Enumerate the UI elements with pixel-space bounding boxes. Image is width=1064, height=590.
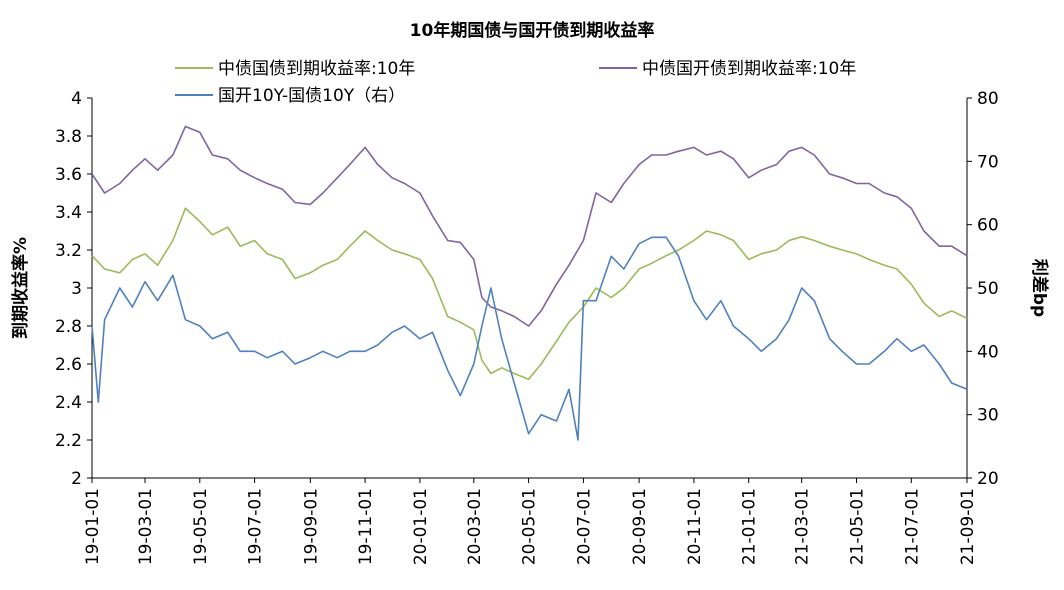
x-tick-label: 21-01-01 [740, 488, 760, 565]
right-tick-label: 60 [977, 216, 999, 236]
legend-label: 国开10Y-国债10Y（右） [218, 86, 405, 106]
x-tick-label: 20-03-01 [465, 488, 485, 565]
chart-title: 10年期国债与国开债到期收益率 [410, 20, 655, 41]
x-tick-label: 21-07-01 [902, 488, 922, 565]
x-tick-label: 19-11-01 [356, 488, 376, 565]
right-tick-label: 70 [977, 152, 999, 172]
left-y-ticks: 4 3.8 3.6 3.4 3.2 3 2.8 2.6 2.4 2.2 2 [55, 89, 92, 489]
x-tick-label: 19-01-01 [83, 488, 103, 565]
left-axis-title: 到期收益率% [10, 237, 31, 339]
series-line-3 [91, 236, 968, 441]
right-tick-label: 20 [977, 469, 999, 489]
axes [91, 98, 968, 479]
x-tick-label: 19-05-01 [191, 488, 211, 565]
left-tick-label: 2.8 [55, 317, 82, 337]
right-tick-label: 30 [977, 406, 999, 426]
left-tick-label: 3.2 [55, 241, 82, 261]
left-tick-label: 2.4 [55, 393, 82, 413]
x-tick-label: 19-07-01 [246, 488, 266, 565]
x-tick-label: 20-01-01 [411, 488, 431, 565]
left-tick-label: 3.8 [55, 127, 82, 147]
x-tick-label: 20-07-01 [574, 488, 594, 565]
left-tick-label: 3.4 [55, 203, 82, 223]
legend-label: 中债国开债到期收益率:10年 [642, 59, 856, 79]
series-line-1 [91, 207, 968, 381]
left-tick-label: 3 [71, 279, 82, 299]
right-axis-title: 利差bp [1029, 259, 1050, 317]
x-tick-label: 20-09-01 [630, 488, 650, 565]
right-y-ticks: 80 70 60 50 40 30 20 [967, 89, 999, 489]
right-tick-label: 40 [977, 342, 999, 362]
x-tick-label: 21-03-01 [793, 488, 813, 565]
right-tick-label: 50 [977, 279, 999, 299]
x-tick-label: 20-05-01 [520, 488, 540, 565]
left-tick-label: 3.6 [55, 165, 82, 185]
x-tick-label: 21-09-01 [958, 488, 978, 565]
right-tick-label: 80 [977, 89, 999, 109]
left-tick-label: 2.6 [55, 355, 82, 375]
legend-label: 中债国债到期收益率:10年 [218, 59, 415, 79]
x-tick-label: 19-03-01 [136, 488, 156, 565]
x-tick-label: 19-09-01 [301, 488, 321, 565]
x-ticks: 19-01-01 19-03-01 19-05-01 19-07-01 19-09-01… [83, 478, 978, 565]
x-tick-label: 20-11-01 [685, 488, 705, 565]
left-tick-label: 2 [71, 469, 82, 489]
series-group [91, 125, 968, 441]
left-tick-label: 4 [71, 89, 82, 109]
x-tick-label: 21-05-01 [848, 488, 868, 565]
legend: 中债国债到期收益率:10年 中债国开债到期收益率:10年国开10Y-国债10Y（右… [175, 59, 856, 106]
series-line-2 [91, 125, 968, 327]
left-tick-label: 2.2 [55, 431, 82, 451]
